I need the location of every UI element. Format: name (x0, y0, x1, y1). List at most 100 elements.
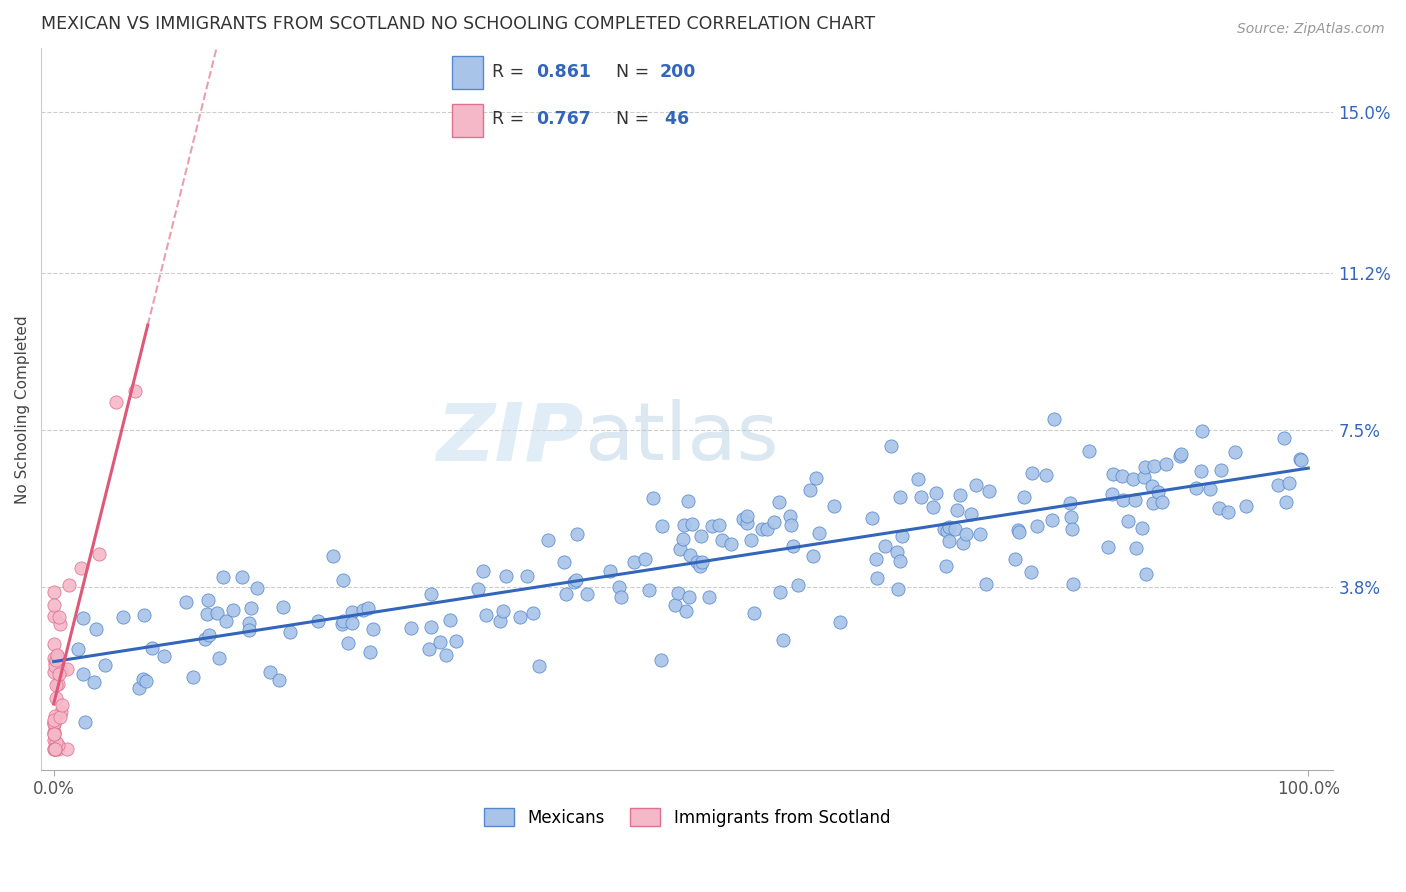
Point (44, 714, 66, 729)
Point (1154, 457, 1177, 471)
Point (1185, 481, 1208, 495)
Point (419, 587, 441, 601)
Point (307, 614, 329, 628)
Point (935, 558, 957, 573)
Point (1146, 485, 1168, 500)
Point (735, 516, 758, 530)
Point (181, 670, 204, 684)
Point (762, 515, 785, 529)
Point (141, 641, 163, 656)
Point (132, 608, 155, 623)
Point (952, 536, 974, 550)
Text: Source: ZipAtlas.com: Source: ZipAtlas.com (1237, 22, 1385, 37)
Text: N =: N = (616, 63, 655, 81)
Point (278, 624, 301, 639)
Point (238, 615, 260, 630)
Point (1062, 576, 1084, 591)
Point (676, 494, 699, 508)
Point (94, 657, 117, 672)
Point (342, 616, 364, 631)
Point (1101, 487, 1123, 501)
Point (733, 512, 755, 526)
Point (1189, 464, 1212, 478)
Point (740, 533, 762, 548)
Point (936, 524, 959, 538)
Point (231, 570, 253, 584)
Point (46, 650, 69, 665)
Bar (453, 56, 484, 88)
Point (678, 548, 700, 562)
Point (87, 547, 110, 561)
Point (444, 634, 467, 648)
Point (1021, 466, 1043, 480)
Point (361, 622, 384, 636)
Point (1223, 445, 1246, 459)
Point (938, 534, 960, 549)
Point (965, 478, 987, 492)
Point (259, 665, 281, 679)
Point (801, 549, 824, 563)
Point (553, 555, 575, 569)
Point (1007, 523, 1029, 537)
Point (672, 532, 695, 546)
Point (1122, 472, 1144, 486)
Point (359, 645, 381, 659)
Point (1008, 525, 1031, 540)
Point (650, 653, 672, 667)
Point (1218, 505, 1240, 519)
Point (565, 573, 588, 587)
Point (340, 605, 363, 619)
Point (537, 533, 560, 547)
Point (681, 516, 703, 531)
Point (195, 607, 218, 621)
Point (959, 508, 981, 522)
Point (707, 517, 730, 532)
Point (969, 526, 991, 541)
Point (267, 673, 290, 687)
Point (599, 565, 621, 579)
Point (86, 622, 108, 636)
Point (51, 664, 73, 678)
Point (67, 641, 90, 656)
Point (48, 616, 70, 631)
Point (974, 577, 997, 591)
Point (174, 595, 197, 609)
Point (1060, 510, 1083, 524)
Point (44, 717, 66, 731)
Point (337, 636, 360, 650)
Point (83, 675, 105, 690)
Point (322, 549, 344, 564)
Point (271, 599, 294, 614)
Point (44, 741, 66, 756)
Point (49, 706, 72, 720)
Point (522, 606, 544, 620)
Point (42, 713, 65, 727)
Point (669, 541, 692, 556)
Point (48, 666, 70, 681)
Point (710, 533, 733, 547)
Point (889, 490, 911, 504)
Point (1133, 460, 1156, 475)
Point (1272, 431, 1295, 445)
Point (495, 568, 517, 582)
Point (72, 667, 94, 681)
Point (42, 716, 65, 731)
Point (1274, 495, 1296, 509)
Point (576, 587, 599, 601)
Point (1042, 412, 1064, 426)
Point (439, 614, 461, 628)
Point (938, 520, 960, 534)
Point (49, 710, 72, 724)
Point (779, 509, 801, 524)
Point (925, 485, 948, 500)
Text: 46: 46 (659, 111, 689, 128)
Text: MEXICAN VS IMMIGRANTS FROM SCOTLAND NO SCHOOLING COMPLETED CORRELATION CHART: MEXICAN VS IMMIGRANTS FROM SCOTLAND NO S… (41, 15, 876, 33)
Text: R =: R = (492, 63, 530, 81)
Point (399, 621, 422, 635)
Point (651, 518, 673, 533)
Point (1097, 540, 1119, 554)
Point (197, 593, 219, 607)
Point (42, 599, 65, 613)
Point (562, 574, 585, 589)
Point (979, 483, 1001, 498)
